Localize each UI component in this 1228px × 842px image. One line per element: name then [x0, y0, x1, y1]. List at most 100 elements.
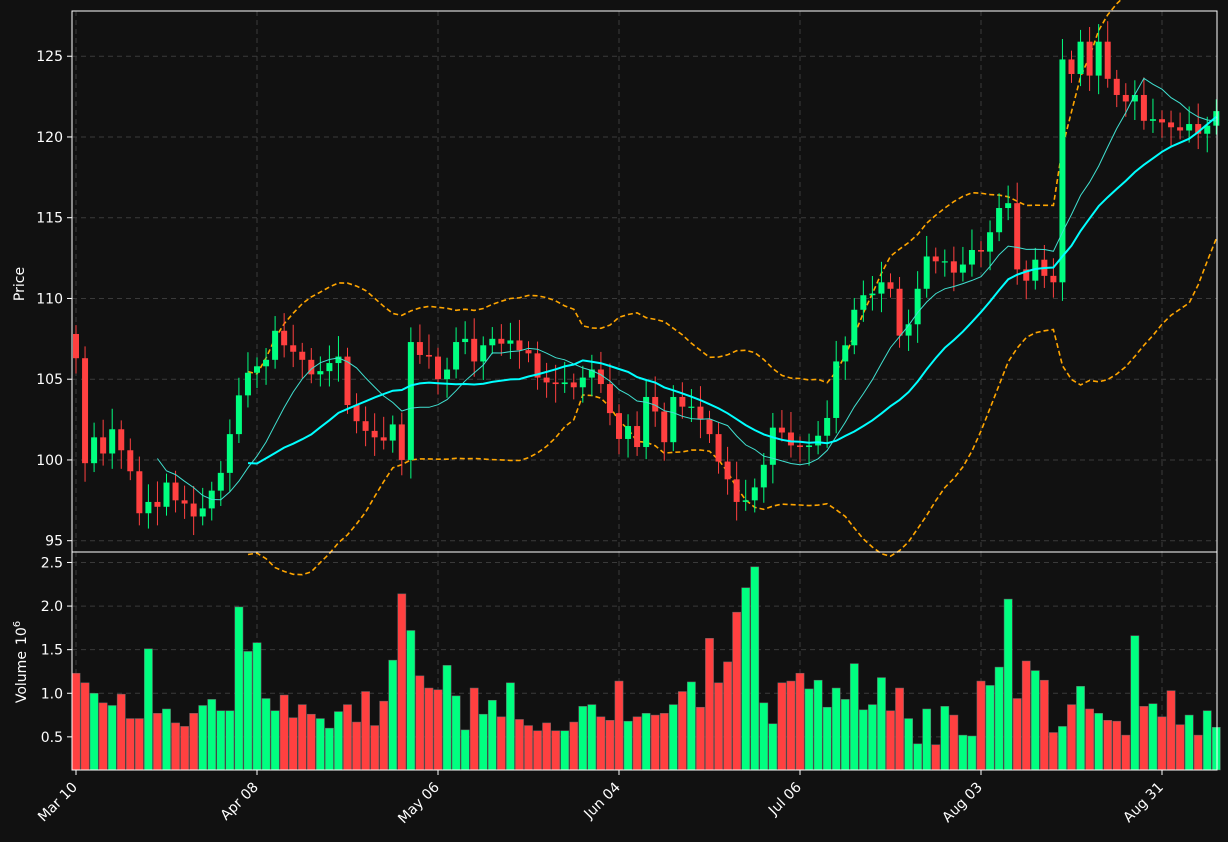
- candle-body: [534, 353, 541, 378]
- volume-bar: [279, 694, 289, 771]
- candle-body: [1213, 111, 1220, 126]
- candle-body: [489, 338, 496, 346]
- volume-bar: [442, 665, 452, 771]
- candle-body: [217, 472, 224, 491]
- candle-body: [453, 342, 460, 370]
- candle-body: [118, 429, 125, 451]
- candle-body: [634, 426, 641, 448]
- candle-body: [887, 282, 894, 289]
- candle-body: [1077, 41, 1084, 74]
- candle-body: [760, 464, 767, 488]
- volume-bar: [560, 730, 570, 771]
- candle-body: [154, 501, 161, 507]
- candle-body: [263, 359, 270, 367]
- volume-bar: [533, 730, 542, 771]
- candle-body: [950, 261, 957, 273]
- volume-bar: [153, 713, 162, 771]
- candle-body: [742, 500, 749, 502]
- volume-bar: [1049, 732, 1058, 771]
- candle-body: [706, 419, 713, 435]
- candle-body: [525, 350, 532, 354]
- volume-bar: [216, 710, 226, 771]
- candle-body: [1050, 275, 1057, 283]
- axes-frames: [71, 10, 1218, 771]
- volume-bar: [868, 704, 877, 771]
- candle-body: [688, 406, 695, 408]
- candle-body: [145, 501, 152, 514]
- volume-bar: [424, 687, 434, 771]
- volume-bar: [316, 718, 325, 771]
- candle-body: [561, 382, 568, 385]
- candle-body: [896, 288, 903, 336]
- volume-bar: [352, 721, 361, 771]
- volume-bar: [1211, 727, 1221, 771]
- volume-label-base: 10: [14, 627, 30, 645]
- volume-bar: [967, 735, 977, 771]
- candle-body: [425, 354, 432, 357]
- candle-body: [751, 487, 758, 501]
- candle-body: [787, 432, 794, 446]
- bollinger-bands: [247, 0, 1218, 576]
- candles: [73, 21, 1220, 536]
- candle-body: [498, 338, 505, 344]
- candle-body: [959, 264, 966, 273]
- volume-bar: [813, 679, 823, 771]
- candle-body: [435, 356, 441, 380]
- volume-bar: [922, 708, 932, 771]
- volume-bar: [243, 651, 253, 771]
- volume-bar: [325, 727, 334, 771]
- candle-body: [869, 293, 876, 296]
- candle-body: [543, 377, 550, 383]
- price-tick-label: 120: [36, 130, 63, 146]
- candle-body: [480, 345, 487, 362]
- volume-bar: [1076, 686, 1085, 771]
- candle-body: [308, 359, 315, 375]
- candle-body: [1059, 59, 1066, 283]
- candle-body: [398, 424, 405, 460]
- volume-bar: [886, 710, 895, 771]
- volume-tick-label: 1.0: [41, 686, 63, 702]
- volume-bar: [451, 695, 461, 771]
- candle-body: [362, 421, 369, 431]
- volume-bar: [361, 691, 370, 771]
- volume-axis-label: Volume 106: [12, 621, 30, 703]
- volume-bars: [71, 566, 1221, 771]
- bollinger-lower-band: [247, 238, 1218, 576]
- volume-bar: [1040, 679, 1049, 771]
- volume-bar: [759, 702, 769, 771]
- candle-body: [299, 351, 306, 360]
- volume-bar: [116, 693, 126, 771]
- price-tick-label: 125: [36, 49, 63, 65]
- candle-body: [100, 437, 107, 454]
- candle-body: [1204, 125, 1211, 134]
- price-axis-label: Price: [12, 267, 28, 301]
- candle-body: [371, 430, 378, 438]
- candle-body: [1177, 127, 1184, 131]
- candle-body: [353, 405, 360, 422]
- candle-body: [82, 358, 89, 464]
- candle-body: [1149, 119, 1156, 121]
- volume-bar: [1012, 698, 1022, 771]
- price-tick-label: 95: [45, 534, 63, 550]
- moving-averages: [156, 77, 1217, 501]
- volume-bar: [135, 718, 144, 771]
- candle-body: [389, 424, 396, 441]
- candle-body: [769, 427, 776, 465]
- volume-bar: [859, 709, 868, 771]
- volume-bar: [877, 677, 886, 771]
- volume-bar: [904, 718, 913, 771]
- candle-body: [416, 342, 423, 355]
- candle-body: [163, 482, 170, 507]
- volume-bar: [1003, 598, 1013, 771]
- volume-bar: [687, 681, 696, 771]
- volume-bar: [180, 726, 189, 771]
- moving-average-fast-line: [156, 77, 1217, 501]
- candle-body: [824, 417, 831, 436]
- candle-body: [851, 309, 858, 346]
- volume-bar: [641, 713, 651, 771]
- candle-body: [1159, 119, 1165, 123]
- candle-body: [715, 434, 722, 462]
- volume-bar: [913, 743, 922, 771]
- volume-bar: [98, 702, 108, 771]
